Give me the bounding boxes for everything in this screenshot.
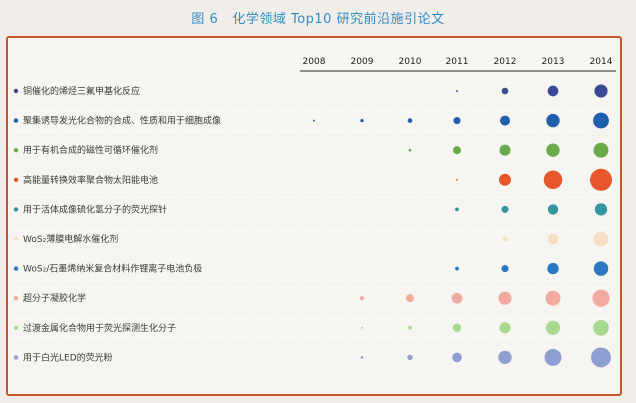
bubble-2013 <box>545 320 561 335</box>
row-label: 用于白光LED的荧光粉 <box>23 351 113 363</box>
bubble-2012 <box>501 265 509 273</box>
bubble-2013 <box>547 204 559 215</box>
row-marker <box>13 88 19 94</box>
bubble-2013 <box>547 262 559 275</box>
figure-number: 图 6 <box>191 12 219 27</box>
bubble-2010 <box>408 325 412 330</box>
bubble-2011 <box>453 117 461 125</box>
chart-frame <box>6 36 622 396</box>
row-label: WoS₂薄膜电解水催化剂 <box>23 233 118 245</box>
bubble-2014 <box>592 289 610 307</box>
bubble-2008 <box>313 119 315 122</box>
bubble-2012 <box>499 322 511 334</box>
bubble-2011 <box>455 207 459 212</box>
figure-title-text: 化学领域 Top10 研究前沿施引论文 <box>232 12 445 27</box>
bubble-2009 <box>361 326 363 329</box>
bubble-2011 <box>455 266 459 271</box>
bubble-2011 <box>452 323 462 333</box>
bubble-2012 <box>501 87 509 95</box>
bubble-2012 <box>499 115 511 126</box>
year-label-2008: 2008 <box>303 57 326 67</box>
year-label-2014: 2014 <box>590 57 613 67</box>
year-label-2009: 2009 <box>351 57 374 67</box>
bubble-2010 <box>408 148 412 152</box>
row-label: 聚集诱导发光化合物的合成、性质和用于细胞成像 <box>23 115 221 127</box>
bubble-2012 <box>498 291 512 305</box>
row-label: 过渡金属化合物用于荧光探测生化分子 <box>23 322 176 334</box>
bubble-2014 <box>594 84 608 98</box>
bubble-2013 <box>546 113 560 128</box>
bubble-2014 <box>593 142 609 158</box>
bubble-2013 <box>544 348 562 366</box>
figure-title: 图 6 化学领域 Top10 研究前沿施引论文 <box>0 8 636 27</box>
year-label-2012: 2012 <box>494 57 517 67</box>
bubble-2012 <box>499 173 511 186</box>
bubble-2011 <box>452 146 462 155</box>
row-label: 用于活体成像硫化氢分子的荧光探针 <box>23 203 167 215</box>
bubble-2014 <box>593 231 609 247</box>
row-label: WoS₂/石墨烯纳米复合材料作锂离子电池负极 <box>23 263 202 275</box>
bubble-2014 <box>590 168 612 191</box>
bubble-2014 <box>593 319 609 336</box>
row-label: 铜催化的烯烃三氟甲基化反应 <box>23 85 140 97</box>
bubble-2011 <box>456 90 458 92</box>
bubble-2012 <box>498 350 512 365</box>
bubble-2013 <box>543 170 563 190</box>
bubble-2010 <box>407 118 413 123</box>
bubble-2013 <box>547 85 559 97</box>
bubble-2014 <box>594 203 608 216</box>
row-marker <box>13 236 19 242</box>
row-marker <box>13 325 19 330</box>
bubble-2012 <box>502 236 508 242</box>
row-marker <box>13 177 19 182</box>
bubble-2014 <box>593 112 609 129</box>
bubble-2010 <box>407 354 413 361</box>
year-label-2011: 2011 <box>446 57 469 67</box>
bubble-2014 <box>591 347 611 368</box>
bubble-2012 <box>499 144 511 156</box>
row-marker <box>13 355 19 360</box>
bubble-2014 <box>593 261 609 276</box>
row-marker <box>13 207 19 212</box>
row-marker <box>13 266 19 271</box>
row-marker <box>13 148 19 153</box>
year-label-2013: 2013 <box>542 57 565 67</box>
bubble-2011 <box>452 352 462 363</box>
bubble-2011 <box>456 178 458 181</box>
row-marker <box>13 118 19 123</box>
row-label: 用于有机合成的磁性可循环催化剂 <box>23 144 158 156</box>
bubble-2011 <box>451 292 463 304</box>
bubble-2013 <box>547 233 559 245</box>
row-marker <box>13 296 19 301</box>
bubble-2012 <box>501 205 509 213</box>
row-label: 高能量转换效率聚合物太阳能电池 <box>23 174 158 186</box>
bubble-2013 <box>546 143 560 157</box>
year-label-2010: 2010 <box>399 57 422 67</box>
bubble-2009 <box>360 118 364 123</box>
bubble-2013 <box>545 290 561 306</box>
bubble-2009 <box>360 356 364 359</box>
row-label: 超分子凝胶化学 <box>23 292 86 304</box>
bubble-2009 <box>359 296 365 301</box>
bubble-2010 <box>405 294 415 303</box>
